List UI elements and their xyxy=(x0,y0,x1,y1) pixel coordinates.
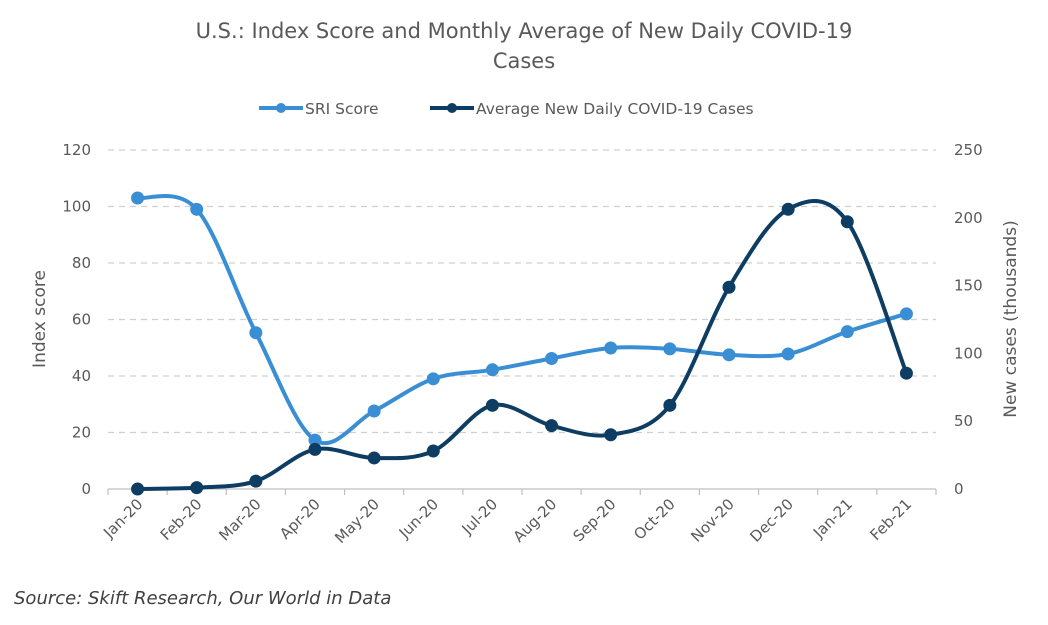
data-point-cases xyxy=(249,474,263,488)
x-tick-label: Nov-20 xyxy=(687,495,737,545)
legend-label-cases: Average New Daily COVID-19 Cases xyxy=(476,100,754,118)
data-point-sri xyxy=(604,341,618,355)
legend-label-sri: SRI Score xyxy=(305,100,379,118)
data-point-cases xyxy=(722,280,736,294)
y-left-tick-label: 40 xyxy=(72,367,91,385)
x-tick-label: Jul-20 xyxy=(458,495,502,539)
data-point-sri xyxy=(308,433,322,447)
series-sri-score xyxy=(131,191,913,447)
y-left-tick-label: 60 xyxy=(72,311,91,329)
y-left-tick-label: 120 xyxy=(62,141,91,159)
x-tick-label: Jan-20 xyxy=(99,495,146,542)
series-covid-cases xyxy=(131,198,913,496)
right-axis-ticks: 0 50 100 150 200 250 xyxy=(954,141,983,498)
gridlines xyxy=(108,149,936,434)
data-point-cases xyxy=(131,482,145,496)
data-point-cases xyxy=(663,398,677,412)
y-left-tick-label: 100 xyxy=(62,198,91,216)
y-left-tick-label: 20 xyxy=(72,424,91,442)
y-left-tick-label: 80 xyxy=(72,254,91,272)
data-point-cases xyxy=(840,215,854,229)
y-right-tick-label: 250 xyxy=(954,141,983,159)
x-axis xyxy=(107,488,937,495)
data-point-sri xyxy=(545,351,559,365)
data-point-cases xyxy=(308,442,322,456)
x-tick-label: May-20 xyxy=(331,495,383,547)
x-tick-label: Apr-20 xyxy=(276,495,324,543)
x-tick-label: Oct-20 xyxy=(630,495,678,543)
x-tick-label: Feb-21 xyxy=(866,495,915,544)
data-point-sri xyxy=(722,348,736,362)
data-point-cases xyxy=(367,451,381,465)
y-axis-left-title: Index score xyxy=(30,270,50,368)
y-right-tick-label: 150 xyxy=(954,277,983,295)
y-right-tick-label: 100 xyxy=(954,344,983,362)
x-tick-label: Feb-20 xyxy=(157,495,206,544)
data-point-sri xyxy=(485,363,499,377)
left-axis-ticks: 0 20 40 60 80 100 120 xyxy=(62,141,91,498)
data-point-cases xyxy=(545,419,559,433)
data-point-cases xyxy=(604,428,618,442)
x-tick-label: Jan-21 xyxy=(809,495,856,542)
series-layer xyxy=(131,191,913,496)
data-point-sri xyxy=(781,347,795,361)
data-point-sri xyxy=(840,325,854,339)
data-point-sri xyxy=(367,404,381,418)
data-point-sri xyxy=(190,202,204,216)
data-point-sri xyxy=(426,372,440,386)
y-right-tick-label: 50 xyxy=(954,412,973,430)
chart-title-line2: Cases xyxy=(493,49,555,73)
x-axis-ticks: Jan-20 Feb-20 Mar-20 Apr-20 May-20 Jun-20 Jul-… xyxy=(99,495,915,547)
series-line-cases xyxy=(135,198,909,491)
data-point-cases xyxy=(190,481,204,495)
data-point-cases xyxy=(426,444,440,458)
y-axis-right-title: New cases (thousands) xyxy=(1001,220,1021,417)
x-tick-label: Aug-20 xyxy=(510,495,561,546)
legend-item-cases: Average New Daily COVID-19 Cases xyxy=(430,100,754,118)
data-point-cases xyxy=(485,398,499,412)
x-tick-label: Jun-20 xyxy=(395,495,442,542)
source-note: Source: Skift Research, Our World in Dat… xyxy=(14,588,392,609)
data-point-sri xyxy=(899,307,913,321)
data-point-sri xyxy=(131,191,145,205)
legend: SRI Score Average New Daily COVID-19 Cas… xyxy=(259,100,754,118)
x-tick-label: Dec-20 xyxy=(746,495,797,546)
chart-title-line1: U.S.: Index Score and Monthly Average of… xyxy=(196,19,853,43)
y-right-tick-label: 200 xyxy=(954,209,983,227)
x-tick-label: Mar-20 xyxy=(215,495,264,544)
y-right-tick-label: 0 xyxy=(954,480,964,498)
x-tick-label: Sep-20 xyxy=(569,495,619,545)
y-left-tick-label: 0 xyxy=(81,480,91,498)
data-point-sri xyxy=(249,326,263,340)
legend-item-sri: SRI Score xyxy=(259,100,379,118)
data-point-cases xyxy=(781,202,795,216)
data-point-cases xyxy=(899,366,913,380)
data-point-sri xyxy=(663,342,677,356)
